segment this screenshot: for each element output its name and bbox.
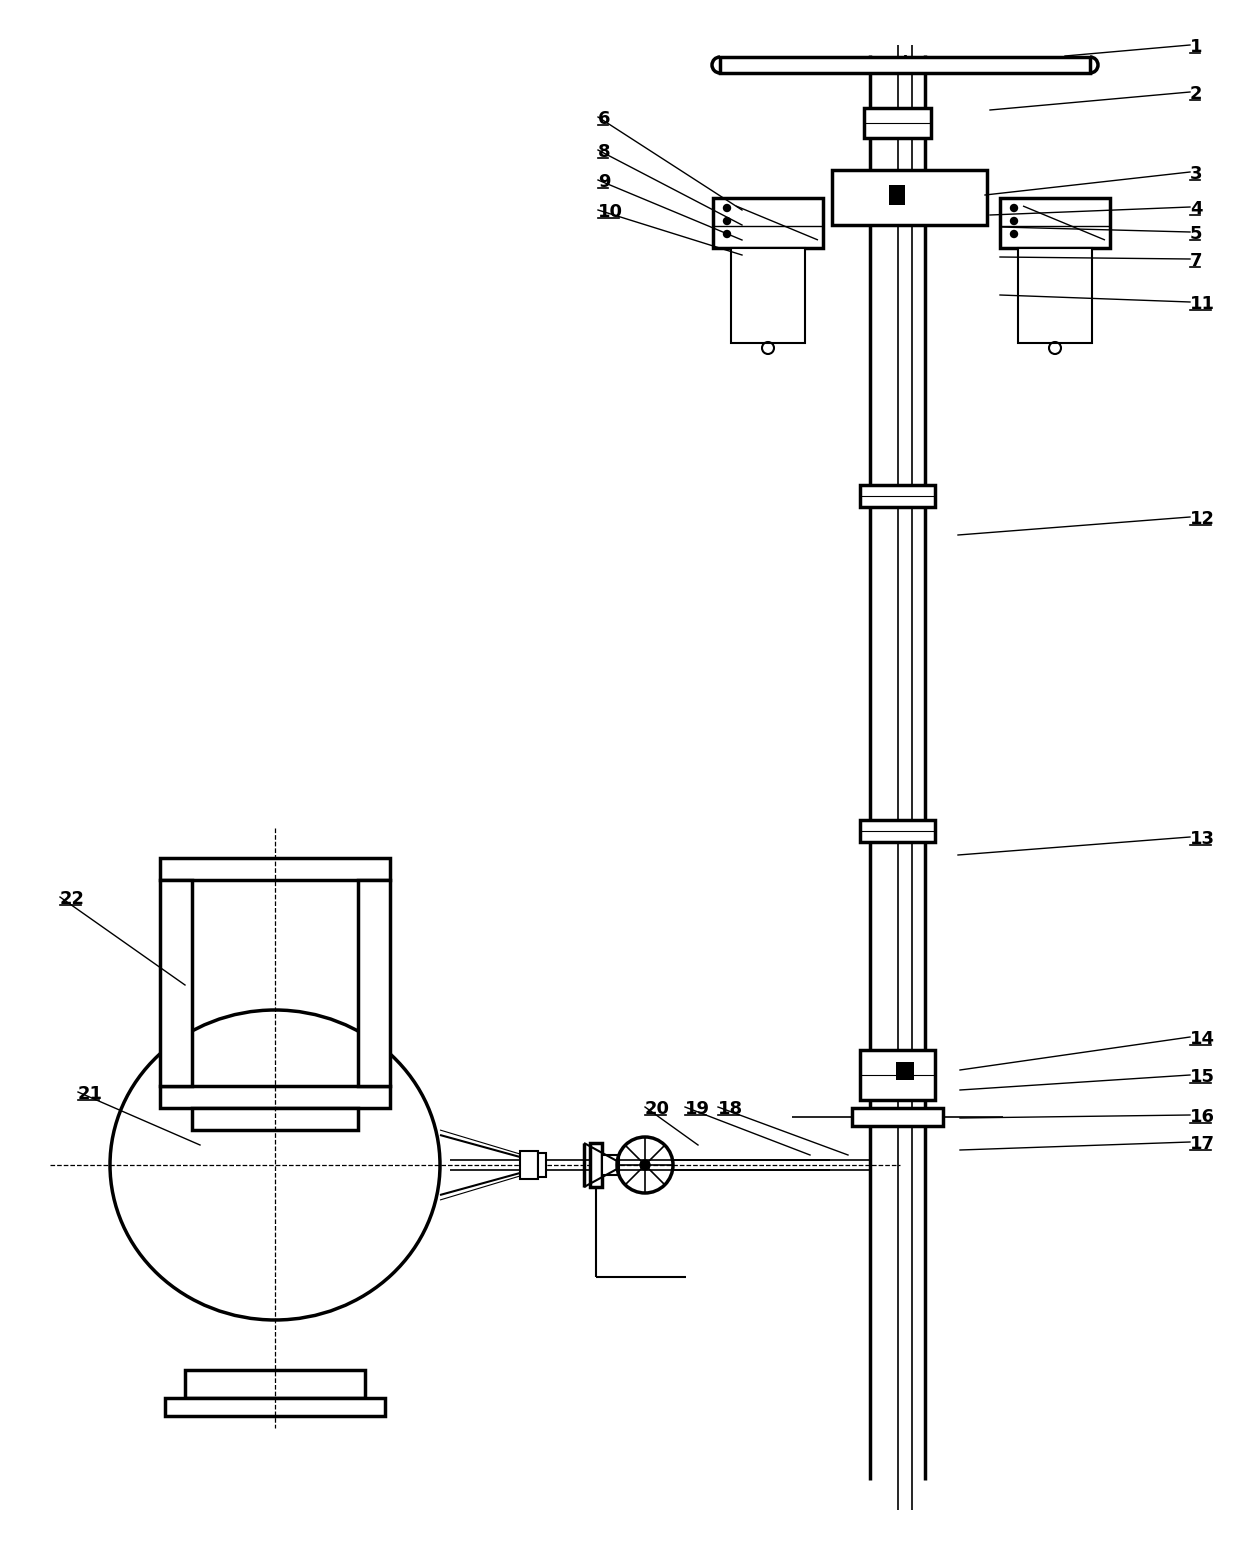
Bar — [192, 1109, 358, 1131]
Text: 5: 5 — [1190, 226, 1203, 243]
Bar — [713, 197, 823, 247]
Bar — [590, 1143, 601, 1187]
Text: 3: 3 — [1190, 164, 1203, 183]
Bar — [160, 858, 391, 880]
Bar — [160, 1085, 391, 1109]
Text: 1: 1 — [1190, 38, 1203, 56]
Bar — [185, 1370, 365, 1398]
Text: 2: 2 — [1190, 85, 1203, 103]
Circle shape — [723, 218, 730, 224]
Bar — [852, 1109, 942, 1126]
Bar — [601, 1156, 619, 1174]
Text: 13: 13 — [1190, 830, 1215, 849]
Bar — [864, 108, 931, 138]
Text: 9: 9 — [598, 172, 610, 191]
Text: 7: 7 — [1190, 252, 1203, 269]
Text: 10: 10 — [598, 204, 622, 221]
Text: 19: 19 — [684, 1099, 711, 1118]
Text: 20: 20 — [645, 1099, 670, 1118]
Bar — [165, 1398, 384, 1416]
Bar — [832, 171, 987, 226]
Circle shape — [640, 1160, 650, 1170]
Bar — [861, 821, 935, 843]
Bar — [358, 880, 391, 1085]
Text: 12: 12 — [1190, 511, 1215, 528]
Bar — [861, 1049, 935, 1099]
Bar — [160, 880, 192, 1085]
Text: 14: 14 — [1190, 1030, 1215, 1048]
Text: 18: 18 — [718, 1099, 743, 1118]
Bar — [720, 56, 1090, 74]
Circle shape — [1011, 230, 1018, 238]
Circle shape — [1011, 205, 1018, 211]
Bar — [999, 197, 1110, 247]
Bar — [1018, 247, 1092, 343]
Bar — [732, 247, 805, 343]
Text: 17: 17 — [1190, 1135, 1215, 1153]
Text: 15: 15 — [1190, 1068, 1215, 1085]
Text: 8: 8 — [598, 143, 610, 161]
Circle shape — [1011, 218, 1018, 224]
Text: 21: 21 — [78, 1085, 103, 1102]
Bar — [538, 1153, 546, 1178]
Circle shape — [723, 230, 730, 238]
Text: 11: 11 — [1190, 294, 1215, 313]
Text: 16: 16 — [1190, 1109, 1215, 1126]
Bar — [520, 1151, 538, 1179]
Bar — [897, 1062, 914, 1081]
Bar — [889, 185, 905, 205]
Text: 4: 4 — [1190, 200, 1203, 218]
Circle shape — [723, 205, 730, 211]
Bar — [861, 485, 935, 507]
Text: 6: 6 — [598, 110, 610, 128]
Text: 22: 22 — [60, 889, 86, 908]
